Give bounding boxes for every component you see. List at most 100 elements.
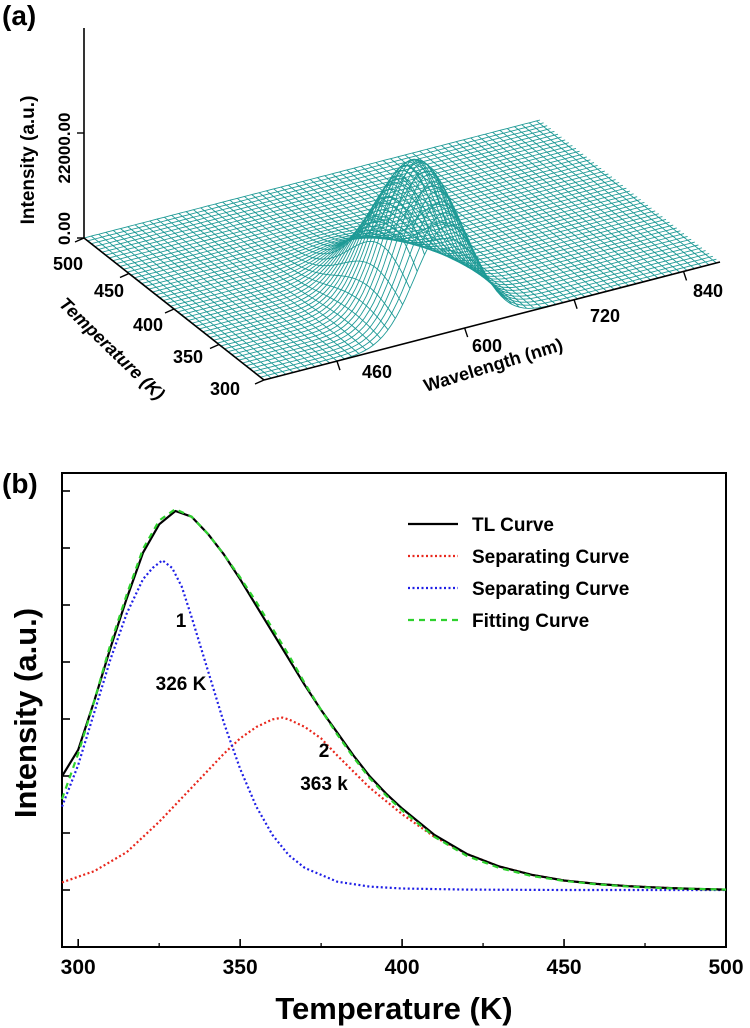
mesh-temp-line-6 [105, 136, 562, 256]
mesh-wl-line-35 [339, 171, 520, 308]
peak-2-temp: 363 k [300, 774, 348, 795]
mesh-wl-line-55 [485, 133, 666, 277]
mesh-wl-line-46 [419, 150, 600, 294]
x-tick-label-400: 400 [385, 956, 420, 979]
mesh-temp-line-19 [152, 173, 609, 293]
mesh-temp-line-2 [91, 125, 548, 245]
mesh-wl-line-33 [324, 175, 506, 300]
mesh-wl-line-40 [375, 162, 557, 305]
mesh-wl-line-4 [112, 230, 294, 373]
mesh-wl-line-44 [404, 154, 586, 298]
mesh-temp-line-36 [213, 175, 670, 341]
wl-tick-840: 840 [693, 281, 723, 301]
legend-label-fit: Fitting Curve [472, 611, 589, 632]
mesh-temp-line-4 [98, 130, 555, 250]
mesh-temp-line-3 [94, 128, 551, 247]
mesh-temp-line-41 [231, 158, 688, 355]
axis-ticks: 300 350 400 450 500 [61, 490, 744, 979]
mesh-wl-line-19 [222, 201, 403, 305]
mesh-temp-line-32 [199, 202, 656, 330]
x-tick-label-450: 450 [547, 956, 582, 979]
panel-b-label: (b) [2, 468, 38, 499]
mesh-temp-line-43 [238, 162, 695, 361]
mesh-wl-line-48 [433, 147, 615, 290]
mesh-wl-line-50 [448, 143, 630, 286]
x-axis-title: Temperature (K) [275, 991, 512, 1026]
mesh-temp-line-34 [206, 188, 663, 336]
mesh-temp-line-18 [148, 170, 605, 290]
legend-label-sep2: Separating Curve [472, 579, 629, 600]
temp-tick-mark-0 [74, 237, 85, 243]
mesh-temp-line-14 [134, 159, 591, 279]
surface-plot: 0.00 22000.00 Intensity (a.u.) 500 450 4… [18, 28, 723, 404]
series-fitting-curve [60, 507, 727, 891]
mesh-wl-line-12 [171, 214, 352, 357]
mesh-temp-line-5 [101, 133, 559, 253]
mesh-wl-line-47 [426, 148, 608, 292]
wl-tick-460: 460 [362, 362, 392, 382]
temp-tick-350: 350 [173, 347, 203, 367]
mesh-wl-line-1 [91, 235, 272, 379]
mesh-temp-line-44 [242, 167, 699, 364]
mesh-temp-line-46 [249, 181, 706, 370]
temp-tick-mark-2 [164, 308, 175, 314]
plot-frame [61, 472, 727, 948]
mesh-wl-line-54 [477, 135, 659, 279]
mesh-temp-line-30 [191, 204, 649, 324]
mesh-temp-line-12 [127, 153, 584, 273]
mesh-wl-line-9 [149, 220, 330, 364]
mesh-wl-line-10 [156, 218, 338, 362]
panel-a-label: (a) [2, 0, 37, 31]
mesh-wl-line-28 [288, 184, 469, 244]
mesh-wl-line-8 [142, 222, 323, 366]
mesh-temp-line-8 [112, 142, 569, 262]
temp-tick-300: 300 [210, 379, 240, 399]
mesh-wl-line-51 [455, 141, 637, 285]
wl-tick-mark-3 [682, 271, 688, 281]
surface-axes [74, 28, 721, 385]
mesh-wl-line-61 [528, 122, 710, 266]
mesh-temp-line-1 [87, 122, 544, 242]
mesh-wl-line-3 [105, 231, 287, 375]
mesh-wl-line-6 [127, 226, 309, 370]
mesh-wl-line-57 [499, 130, 681, 273]
mesh-wl-line-36 [346, 169, 527, 309]
mesh-wl-line-41 [382, 160, 564, 303]
z-axis-title: Intensity (a.u.) [18, 96, 39, 225]
peak-1-label: 1 [176, 611, 187, 632]
mesh-temp-line-7 [109, 139, 566, 259]
mesh-wl-line-56 [492, 131, 673, 275]
mesh-wl-line-16 [200, 207, 382, 339]
mesh-wl-line-20 [229, 199, 411, 289]
temp-tick-mark-3 [209, 343, 220, 350]
mesh-wl-line-60 [521, 124, 703, 268]
z-tick-1: 22000.00 [55, 113, 74, 184]
wl-tick-mark-0 [336, 360, 341, 371]
legend-label-sep1: Separating Curve [472, 547, 629, 568]
surface-mesh [83, 119, 721, 381]
x-tick-label-500: 500 [708, 956, 743, 979]
peak-2-label: 2 [319, 741, 330, 762]
wl-tick-mark-2 [573, 299, 578, 309]
series-lines [60, 507, 727, 892]
mesh-wl-line-53 [470, 137, 651, 281]
wl-tick-mark-1 [463, 327, 469, 338]
mesh-temp-line-23 [166, 184, 623, 304]
temp-tick-mark-1 [119, 272, 130, 279]
mesh-wl-line-2 [98, 233, 279, 377]
mesh-wl-line-34 [331, 173, 513, 305]
mesh-temp-line-45 [245, 173, 703, 367]
mesh-wl-line-38 [360, 165, 542, 308]
mesh-wl-line-52 [463, 139, 644, 283]
mesh-wl-line-32 [317, 177, 498, 293]
x-tick-label-300: 300 [61, 956, 96, 979]
mesh-temp-line-10 [119, 147, 577, 267]
mesh-temp-line-11 [123, 150, 580, 270]
mesh-wl-line-22 [244, 196, 425, 255]
peak-1-temp: 326 K [156, 674, 207, 695]
mesh-wl-line-62 [536, 120, 717, 264]
temp-tick-mark-4 [254, 379, 265, 385]
mesh-wl-line-42 [390, 158, 571, 302]
mesh-temp-line-40 [227, 159, 685, 353]
wl-axis-line [263, 261, 721, 381]
